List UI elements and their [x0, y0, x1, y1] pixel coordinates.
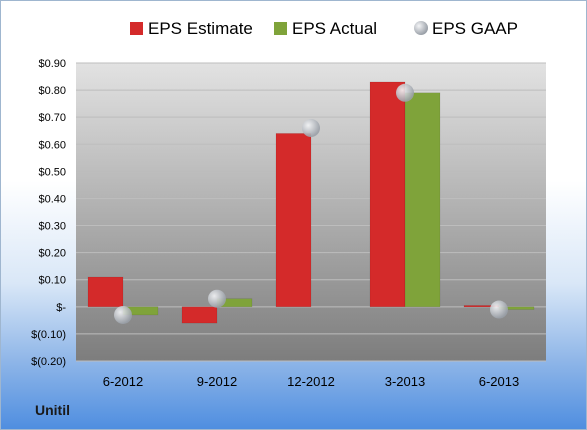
legend-swatch	[130, 22, 143, 35]
y-tick-label: $0.40	[38, 193, 66, 205]
y-tick-label: $0.50	[38, 166, 66, 178]
eps-gaap-marker	[396, 83, 414, 102]
eps-estimate-bar	[181, 306, 218, 324]
y-tick-label: $0.10	[38, 275, 66, 287]
y-axis: $0.90 $0.80 $0.70 $0.60 $0.50 $0.40 $0.30 $0.20…	[31, 58, 66, 368]
legend-swatch	[274, 22, 287, 35]
y-tick-label: $0.80	[38, 85, 66, 97]
x-tick-label: 6-2012	[103, 374, 143, 389]
x-tick-label: 9-2012	[197, 374, 237, 389]
brand-label: Unitil	[35, 402, 70, 418]
eps-estimate-bar	[369, 81, 406, 308]
legend-label: EPS GAAP	[432, 19, 518, 38]
eps-gaap-marker	[302, 119, 320, 138]
y-tick-label: $-	[56, 302, 66, 314]
y-tick-label: $0.70	[38, 112, 66, 124]
y-tick-label: $0.30	[38, 221, 66, 233]
eps-gaap-marker	[490, 300, 508, 319]
eps-gaap-marker	[114, 305, 132, 324]
y-tick-label: $0.90	[38, 58, 66, 70]
y-tick-label: $0.20	[38, 248, 66, 260]
x-tick-label: 12-2012	[287, 374, 335, 389]
eps-estimate-bar	[275, 133, 312, 308]
legend-label: EPS Estimate	[148, 19, 253, 38]
x-tick-label: 6-2013	[479, 374, 519, 389]
eps-gaap-marker	[208, 289, 226, 308]
y-tick-label: $(0.10)	[31, 329, 66, 341]
eps-estimate-bar	[87, 276, 124, 308]
legend-label: EPS Actual	[292, 19, 377, 38]
x-axis: 6-2012 9-2012 12-2012 3-2013 6-2013	[103, 374, 519, 389]
gaap-markers	[114, 83, 508, 324]
eps-actual-bar	[404, 92, 441, 308]
legend-swatch	[414, 21, 428, 35]
y-tick-label: $0.60	[38, 139, 66, 151]
legend: EPS Estimate EPS Actual EPS GAAP	[130, 19, 518, 38]
bars	[87, 81, 535, 324]
y-tick-label: $(0.20)	[31, 356, 66, 368]
x-tick-label: 3-2013	[385, 374, 425, 389]
